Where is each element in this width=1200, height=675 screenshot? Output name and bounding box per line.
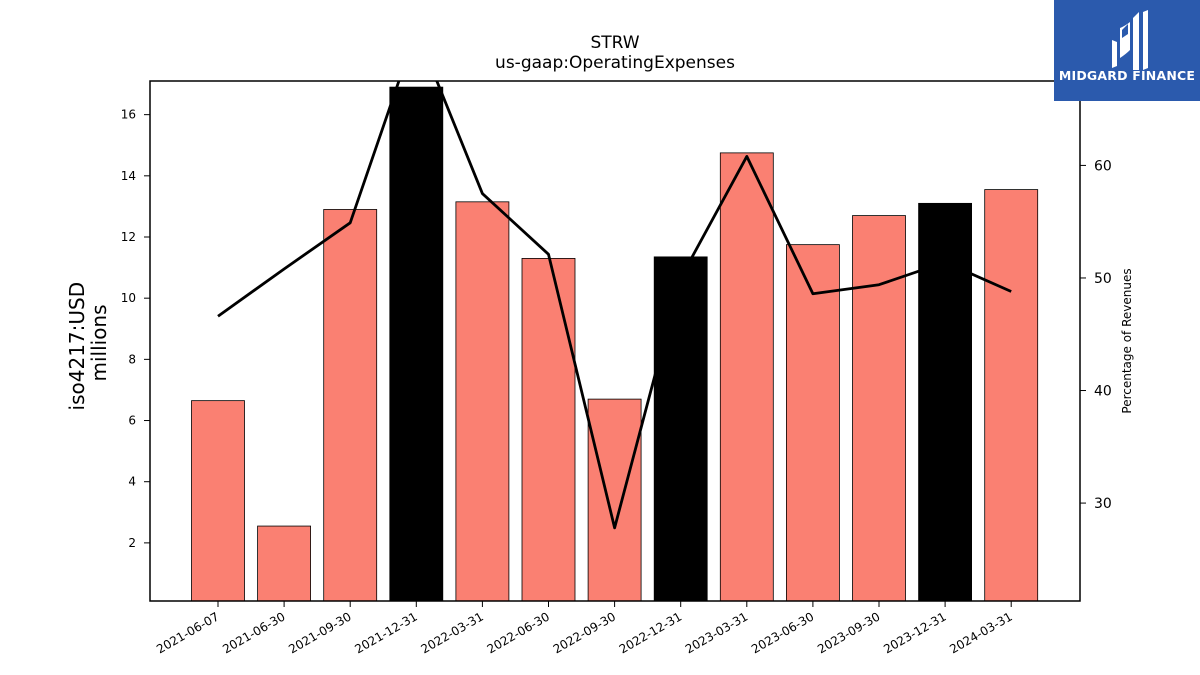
bar-2021-12-31 <box>389 86 444 601</box>
y-tick-label: 6 <box>128 414 136 428</box>
midgard-finance-logo: MIDGARD FINANCE <box>1054 0 1200 101</box>
y-axis-right: 30 40 50 60 <box>1080 158 1112 512</box>
bar-2023-06-30 <box>786 244 840 601</box>
y-axis-label-line-2: millions <box>87 304 111 381</box>
y2-tick-label: 30 <box>1094 496 1112 512</box>
bar-2022-06-30 <box>521 258 576 601</box>
x-tick-label: 2023-03-31 <box>683 609 750 656</box>
logo-mark-icon <box>1112 10 1148 70</box>
bar-2021-09-30 <box>323 209 378 601</box>
bars-group <box>191 86 1039 601</box>
y-tick-label: 10 <box>121 291 136 305</box>
percentage-line <box>217 81 1012 530</box>
x-tick-label: 2023-12-31 <box>881 609 948 656</box>
bar-2021-06-30 <box>257 525 312 601</box>
y-axis-left: 2 4 6 8 10 12 14 16 <box>121 108 150 550</box>
x-tick-label: 2022-06-30 <box>485 609 552 656</box>
x-tick-label: 2023-09-30 <box>815 609 882 656</box>
y-tick-label: 8 <box>128 352 136 366</box>
bar-2023-03-31 <box>719 152 774 601</box>
bar-2024-03-31 <box>984 189 1039 601</box>
y-axis-label-line-1: iso4217:USD <box>65 282 89 411</box>
x-tick-label: 2022-09-30 <box>551 609 618 656</box>
bar-2022-09-30 <box>587 398 642 601</box>
bar-2022-03-31 <box>455 201 510 601</box>
bar-2023-09-30 <box>852 215 906 601</box>
y2-tick-label: 60 <box>1094 158 1112 174</box>
x-tick-label: 2022-03-31 <box>418 609 485 656</box>
x-tick-label: 2021-06-30 <box>220 609 287 656</box>
x-tick-label: 2024-03-31 <box>947 609 1014 656</box>
x-tick-label: 2021-09-30 <box>286 609 353 656</box>
x-tick-label: 2021-06-07 <box>154 609 221 656</box>
y-tick-label: 12 <box>121 230 136 244</box>
y2-axis-label: Percentage of Revenues <box>1120 268 1134 413</box>
x-tick-label: 2023-06-30 <box>749 609 816 656</box>
y2-tick-label: 50 <box>1094 271 1112 287</box>
y-axis-label: iso4217:USD millions <box>65 276 111 411</box>
x-tick-label: 2022-12-31 <box>617 609 684 656</box>
y-tick-label: 2 <box>128 536 136 550</box>
y-tick-label: 4 <box>128 475 136 489</box>
bar-2022-12-31 <box>653 256 708 601</box>
x-tick-label: 2021-12-31 <box>352 609 419 656</box>
y2-tick-label: 40 <box>1094 384 1112 400</box>
line-group <box>217 81 1012 530</box>
x-axis: 2021-06-072021-06-302021-09-302021-12-31… <box>154 601 1015 656</box>
logo-text: MIDGARD FINANCE <box>1058 68 1196 83</box>
bar-2021-06-07 <box>191 400 245 601</box>
y-tick-label: 14 <box>121 169 136 183</box>
chart-subtitle: us-gaap:OperatingExpenses <box>495 53 735 73</box>
y-tick-label: 16 <box>121 108 136 122</box>
chart-title: STRW <box>590 33 639 53</box>
